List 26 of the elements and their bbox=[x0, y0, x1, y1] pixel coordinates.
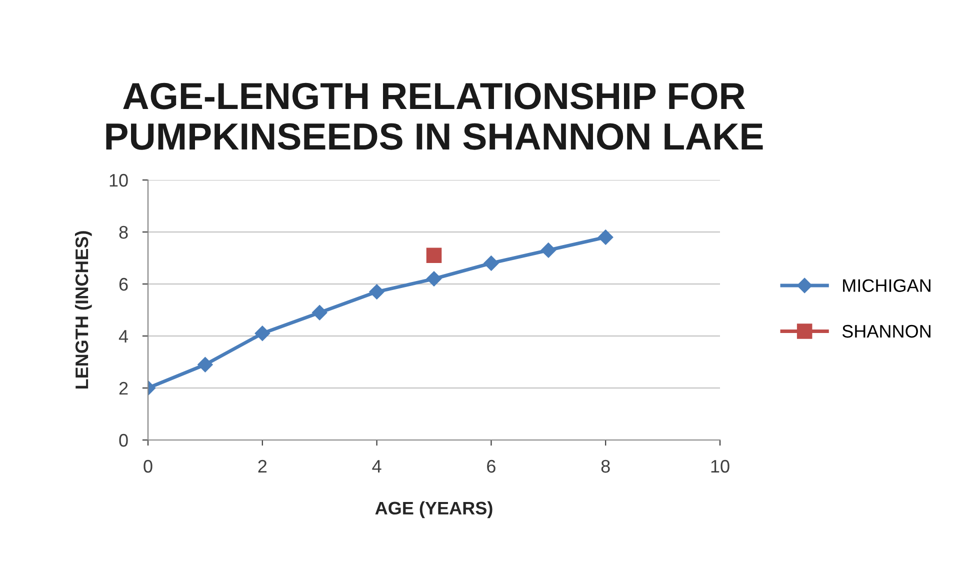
legend-label: MICHIGAN bbox=[843, 279, 930, 292]
point bbox=[484, 256, 499, 271]
point bbox=[312, 305, 328, 320]
point bbox=[426, 248, 442, 264]
y-axis-title: LENGTH (INCHES) bbox=[74, 231, 92, 389]
x-tick-label: 4 bbox=[372, 460, 382, 473]
point bbox=[198, 357, 213, 372]
x-tick-label: 8 bbox=[601, 460, 610, 473]
y-tick-label: 6 bbox=[119, 278, 128, 291]
y-tick-label: 8 bbox=[119, 226, 128, 239]
point bbox=[369, 284, 384, 300]
legend-label: SHANNON bbox=[842, 324, 930, 338]
x-axis-title: AGE (YEARS) bbox=[375, 501, 492, 518]
x-tick-label: 0 bbox=[144, 460, 152, 473]
point bbox=[426, 271, 442, 286]
y-tick-label: 2 bbox=[119, 382, 128, 395]
y-tick-label: 4 bbox=[118, 330, 128, 343]
point bbox=[540, 242, 556, 258]
x-tick-label: 10 bbox=[711, 460, 730, 473]
point bbox=[598, 230, 614, 245]
chart-title: AGE-LENGTH RELATIONSHIP FOR PUMPKINSEEDS IN SHANNON LAKE bbox=[106, 82, 763, 150]
y-tick-label: 0 bbox=[119, 434, 128, 447]
x-tick-label: 2 bbox=[258, 460, 267, 473]
y-tick-label: 10 bbox=[110, 174, 128, 187]
x-tick-label: 6 bbox=[487, 460, 496, 473]
point bbox=[254, 326, 270, 341]
